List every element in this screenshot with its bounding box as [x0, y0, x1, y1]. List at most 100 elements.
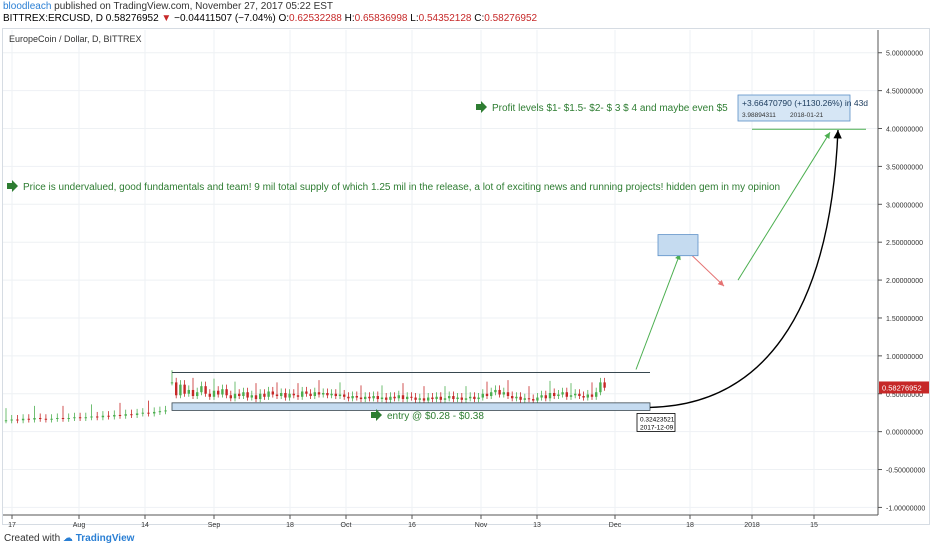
target-change-label: +3.66470790 (+1130.26%) in 43d [742, 98, 868, 108]
entry-note: entry @ $0.28 - $0.38 [387, 411, 484, 422]
candle-body [196, 392, 199, 397]
author-link[interactable]: bloodleach [3, 1, 52, 12]
thesis-note: Price is undervalued, good fundamentals … [23, 182, 780, 193]
high-value: 0.65836998 [354, 13, 408, 24]
entry-point-price: 0.32423521 [640, 416, 675, 423]
candle-body [39, 418, 42, 419]
y-tick-label: 2.50000000 [886, 240, 923, 247]
candle-body [485, 393, 489, 397]
candle-body [368, 396, 371, 399]
candle-body [595, 392, 598, 397]
candle-body [343, 394, 346, 397]
candle-body [27, 418, 30, 420]
candle-body [359, 397, 363, 400]
x-axis: 17 Aug 14 Sep 18 Oct 16 Nov 13 Dec 18 2018 15 [3, 514, 878, 529]
candle-body [254, 395, 258, 400]
candle-body [250, 395, 253, 398]
candle-body [124, 414, 127, 416]
candle-body [452, 396, 455, 400]
entry-note-arrow-icon [371, 409, 382, 421]
open-value: 0.62532288 [289, 13, 342, 24]
y-tick-label: 1.00000000 [886, 354, 923, 361]
candle-body [170, 382, 174, 384]
candle-body [385, 397, 388, 400]
arrow-down [689, 253, 725, 287]
candle-body [548, 392, 552, 399]
tradingview-brand[interactable]: TradingView [75, 533, 135, 544]
candle-body [401, 395, 405, 400]
candle-body [410, 396, 413, 398]
open-label: O: [278, 13, 290, 24]
candle-body [84, 417, 87, 419]
created-with-text: Created with [4, 533, 61, 544]
candle-body [90, 416, 93, 418]
candle-body [175, 382, 178, 396]
projection-curve [649, 130, 842, 409]
candle-body [511, 396, 514, 399]
candle-body [347, 396, 350, 399]
entry-point-date: 2017-12-09 [640, 424, 674, 431]
candle-body [225, 389, 228, 396]
candle-body [376, 396, 379, 400]
candle-body [44, 418, 48, 420]
y-axis: 5.00000000 4.50000000 4.00000000 3.50000000… [877, 30, 925, 515]
candle-body [67, 418, 70, 419]
price-change: −0.04411507 (−7.04%) [174, 13, 276, 24]
candle-body [187, 389, 190, 394]
candle-body [536, 397, 539, 401]
candle-body [242, 392, 245, 397]
candle-body [229, 395, 232, 399]
down-arrow-icon: ▼ [161, 13, 172, 24]
target-date-label: 2018-01-21 [790, 112, 824, 119]
candle-body [179, 384, 182, 396]
candle-body [313, 392, 316, 397]
candle-body [473, 396, 476, 400]
y-tick-label: -1.00000000 [886, 505, 925, 512]
candle-body [544, 395, 547, 399]
annotations: +3.66470790 (+1130.26%) in 43d 3.98894311… [7, 94, 929, 432]
candle-body [523, 398, 526, 400]
candle-body [431, 397, 434, 400]
candle-body [389, 396, 392, 400]
chart-title: EuropeCoin / Dollar, D, BITTREX [9, 34, 142, 44]
candle-body [141, 412, 144, 414]
footer: Created with ☁ TradingView [4, 533, 134, 544]
candle-body [246, 392, 249, 398]
candle-body [164, 410, 167, 412]
x-tick-label: 2018 [744, 522, 760, 529]
candle-body [527, 398, 531, 400]
target-label-box [737, 94, 851, 122]
candle-body [439, 396, 442, 400]
candle-body [582, 396, 585, 398]
candle-body [422, 398, 426, 401]
grid [3, 30, 878, 515]
candle-body [56, 418, 59, 419]
target-price-label: 3.98894311 [742, 112, 776, 119]
x-tick-label: Oct [341, 522, 352, 529]
candle-body [135, 413, 139, 415]
x-tick-label: 18 [686, 522, 694, 529]
candle-body [355, 396, 358, 398]
candle-body [464, 398, 468, 400]
last-price-tag [879, 381, 929, 394]
candle-body [338, 394, 342, 397]
close-label: C: [474, 13, 485, 24]
x-tick-label: 18 [286, 522, 294, 529]
candle-body [334, 393, 337, 397]
candle-body [540, 395, 543, 398]
x-tick-label: 14 [141, 522, 149, 529]
candle-body [284, 392, 287, 398]
y-tick-label: 2.00000000 [886, 278, 923, 285]
candle-body [96, 416, 99, 418]
candle-body [460, 397, 463, 400]
x-tick-label: Sep [208, 522, 221, 529]
candle-body [107, 415, 110, 417]
candle-body [397, 395, 400, 399]
x-tick-label: 16 [408, 522, 416, 529]
candle-body [271, 391, 274, 395]
candle-body [590, 394, 594, 397]
candle-body [519, 396, 522, 400]
profit-levels-note: Profit levels $1- $1.5- $2- $ 3 $ 4 and … [492, 103, 728, 114]
